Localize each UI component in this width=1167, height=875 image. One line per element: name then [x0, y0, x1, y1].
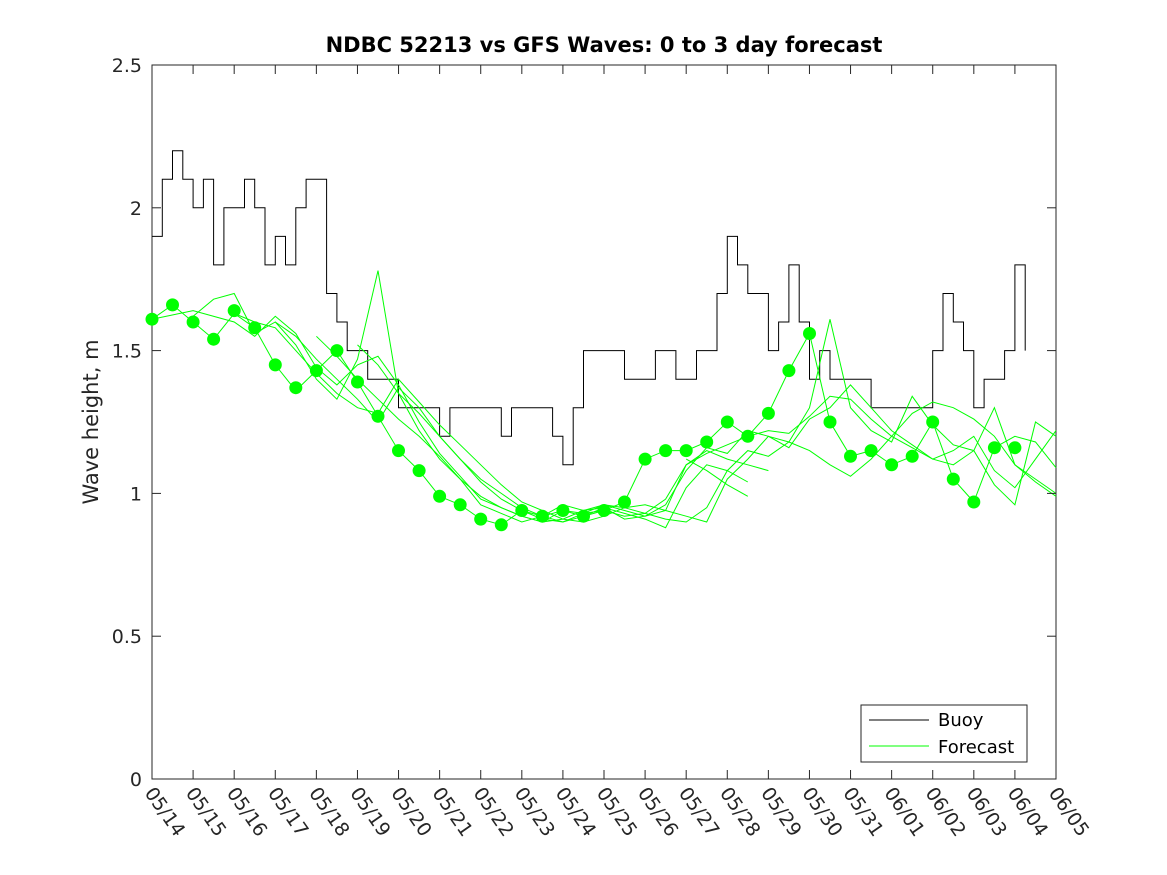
- forecast-marker: [844, 449, 857, 463]
- forecast-marker: [535, 509, 549, 523]
- x-tick-label: 05/18: [304, 783, 353, 840]
- forecast-marker: [474, 512, 488, 526]
- y-tick-label: 1.5: [112, 341, 142, 363]
- y-tick-label: 0.5: [112, 626, 142, 648]
- x-tick-label: 06/04: [1003, 783, 1052, 840]
- forecast-marker: [207, 332, 221, 346]
- x-tick-label: 06/05: [1044, 783, 1093, 840]
- forecast-marker: [823, 415, 837, 429]
- x-tick-label: 05/14: [140, 783, 189, 840]
- y-axis-tick-labels: 0 0.5 1 1.5 2 2.5: [112, 55, 142, 791]
- forecast-markers: [145, 298, 1022, 532]
- y-tick-label: 1: [130, 483, 142, 505]
- buoy-series: [152, 150, 1026, 466]
- y-tick-label: 2: [130, 198, 142, 220]
- forecast-run-line-4: [275, 321, 1057, 523]
- x-tick-label: 05/15: [181, 783, 230, 840]
- forecast-marker: [700, 435, 714, 449]
- x-tick-label: 05/16: [222, 783, 271, 840]
- forecast-marker: [289, 381, 303, 395]
- legend: Buoy Forecast: [860, 704, 1028, 763]
- forecast-marker: [885, 458, 899, 472]
- y-tick-label: 0: [130, 769, 142, 791]
- forecast-marker: [864, 444, 878, 458]
- x-axis-tick-labels: 05/1405/1505/1605/1705/1805/1905/2005/21…: [140, 783, 1093, 840]
- forecast-marker: [659, 444, 673, 458]
- forecast-marker: [926, 415, 940, 429]
- buoy-line: [152, 150, 1026, 466]
- forecast-marker: [145, 312, 159, 326]
- forecast-marker: [556, 504, 570, 517]
- x-tick-label: 05/22: [469, 783, 518, 840]
- forecast-marker: [967, 495, 981, 509]
- forecast-marker: [597, 504, 611, 517]
- x-tick-label: 05/26: [633, 783, 682, 840]
- forecast-marker: [227, 304, 241, 318]
- forecast-marker: [803, 327, 816, 340]
- forecast-marker: [166, 298, 179, 312]
- x-tick-label: 05/23: [510, 783, 559, 840]
- forecast-run-line-1: [151, 310, 1057, 523]
- x-tick-label: 05/28: [715, 783, 764, 840]
- forecast-marker: [453, 498, 467, 512]
- x-tick-label: 05/27: [674, 783, 723, 840]
- plot-area: [145, 64, 1057, 780]
- forecast-marker: [987, 441, 1001, 455]
- x-tick-label: 05/19: [345, 783, 394, 840]
- x-tick-label: 05/30: [797, 783, 846, 840]
- x-tick-label: 05/17: [263, 783, 312, 840]
- forecast-marker: [638, 452, 652, 466]
- forecast-marker: [741, 429, 755, 443]
- forecast-marker: [494, 518, 508, 532]
- forecast-marker: [720, 415, 734, 429]
- legend-forecast-label: Forecast: [938, 737, 1014, 758]
- forecast-marker: [1008, 441, 1022, 455]
- forecast-marker: [330, 344, 344, 358]
- x-tick-label: 06/01: [880, 783, 929, 840]
- forecast-runs: [151, 270, 1057, 529]
- x-tick-label: 05/20: [386, 783, 435, 840]
- x-tick-label: 06/03: [962, 783, 1011, 840]
- forecast-marker: [351, 375, 364, 389]
- forecast-marker: [268, 358, 282, 372]
- x-tick-label: 05/29: [756, 783, 805, 840]
- legend-box: [860, 704, 1028, 763]
- x-tick-label: 05/21: [428, 783, 477, 840]
- forecast-marker: [309, 364, 323, 378]
- forecast-marker: [905, 449, 919, 463]
- forecast-marker: [412, 464, 426, 478]
- x-tick-label: 05/24: [551, 783, 600, 840]
- forecast-marker: [679, 444, 693, 458]
- x-tick-label: 06/02: [921, 783, 970, 840]
- plot-frame: [151, 64, 1057, 780]
- forecast-marker: [433, 489, 447, 503]
- forecast-marker: [371, 409, 385, 423]
- forecast-run-line-7: [685, 458, 749, 497]
- forecast-marker: [782, 364, 796, 378]
- x-tick-label: 05/25: [592, 783, 641, 840]
- forecast-marker: [515, 504, 529, 517]
- forecast-marker: [618, 495, 631, 509]
- y-tick-label: 2.5: [112, 55, 142, 77]
- x-tick-label: 05/31: [838, 783, 887, 840]
- legend-buoy-label: Buoy: [938, 710, 984, 731]
- forecast-marker: [577, 509, 590, 523]
- forecast-marker: [392, 444, 405, 458]
- forecast-marker: [761, 406, 775, 420]
- y-axis-label: Wave height, m: [79, 339, 103, 504]
- forecast-run-line-6: [357, 344, 749, 529]
- forecast-marker: [946, 472, 960, 486]
- forecast-run-line-3: [234, 313, 1057, 523]
- axis-ticks: [151, 64, 1057, 780]
- forecast-marker: [248, 321, 262, 335]
- forecast-marker: [186, 315, 200, 329]
- chart-title: NDBC 52213 vs GFS Waves: 0 to 3 day fore…: [326, 33, 883, 57]
- forecast-run-line-2: [192, 270, 1057, 523]
